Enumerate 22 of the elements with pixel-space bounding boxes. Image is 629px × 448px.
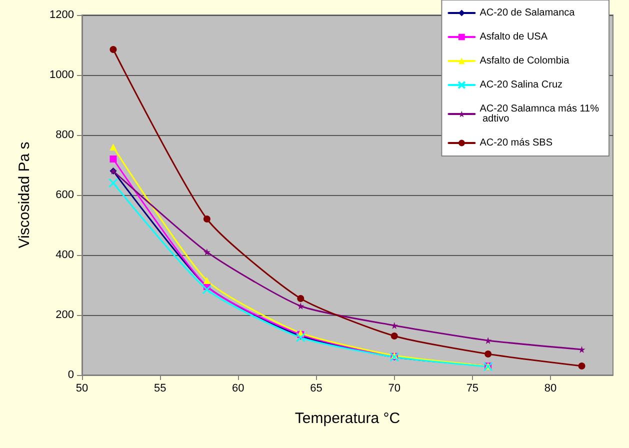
x-tick-label: 80 <box>544 382 557 394</box>
x-tick-label: 65 <box>310 382 322 394</box>
x-tick-label: 50 <box>76 382 88 394</box>
x-tick-label: 70 <box>388 382 400 394</box>
legend-label: AC-20 Salamnca más 11% adtivo <box>480 104 600 124</box>
y-tick-label: 0 <box>68 369 74 381</box>
x-tick-label: 55 <box>154 382 166 394</box>
y-tick-label: 200 <box>56 309 74 321</box>
legend-label: AC-20 Salina Cruz <box>480 80 562 90</box>
y-axis-title: Viscosidad Pa s <box>16 142 33 248</box>
y-tick-label: 800 <box>56 129 74 141</box>
legend-label: Asfalto de Colombia <box>480 56 570 66</box>
y-tick-label: 1000 <box>50 69 74 81</box>
legend-label: Asfalto de USA <box>480 32 548 42</box>
x-tick-label: 75 <box>466 382 479 394</box>
y-tick-label: 400 <box>56 249 74 261</box>
x-tick-label: 60 <box>232 382 244 394</box>
legend-label: AC-20 más SBS <box>480 138 553 148</box>
y-tick-label: 1200 <box>50 9 74 21</box>
y-tick-label: 600 <box>56 189 74 201</box>
x-axis-title: Temperatura °C <box>294 410 400 427</box>
legend-label: AC-20 de Salamanca <box>480 8 576 18</box>
